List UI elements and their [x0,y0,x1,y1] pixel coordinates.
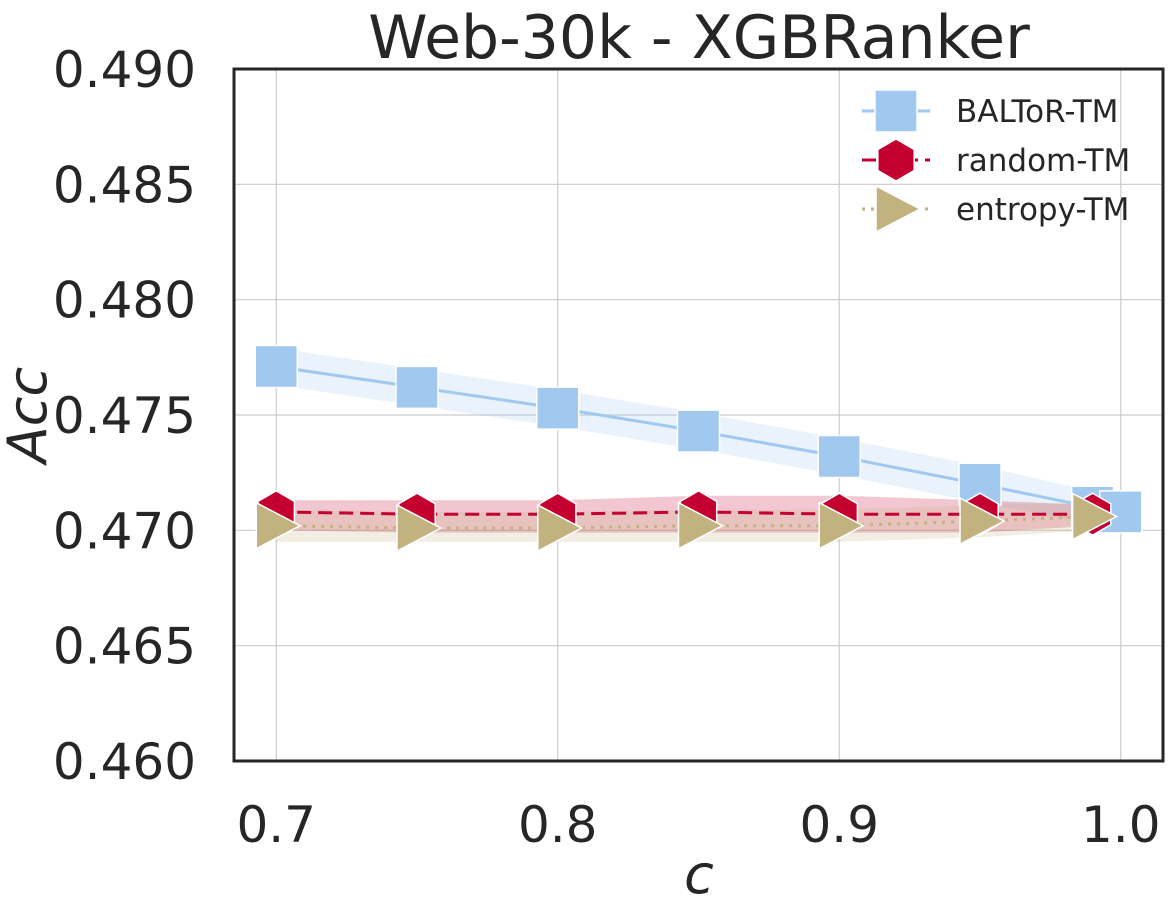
baltor-tm-point [254,344,298,389]
y-axis-label: Acc [0,367,59,466]
plot-frame [232,67,1165,763]
series-markers [254,344,1143,553]
legend: BALToR-TM random-TM entropy-TM [862,89,1130,234]
y-tick-label: 0.465 [53,618,196,676]
x-tick-labels: 0.7 0.8 0.9 1.0 [236,796,1160,854]
legend-marker [877,138,915,182]
y-tick-label: 0.460 [53,733,196,791]
x-tick-label: 1.0 [1081,796,1161,854]
entropy-tm-point [536,503,584,553]
legend-item-baltor-tm: BALToR-TM [862,89,1118,133]
entropy-tm-point [396,503,443,553]
y-tick-label: 0.480 [53,272,196,330]
entropy-tm-point [255,501,302,550]
baltor-tm-point [817,434,862,479]
baltor-tm-point [395,365,439,410]
chart-title: Web-30k - XGBRanker [368,3,1030,73]
legend-marker [874,89,918,133]
baltor-tm-point [676,409,721,453]
y-tick-label: 0.470 [53,502,196,560]
y-tick-label: 0.490 [53,41,196,99]
entropy-tm-point [818,501,865,550]
y-tick-label: 0.475 [53,387,196,445]
entropy-tm-point [1071,492,1119,541]
legend-label: entropy-TM [956,192,1129,228]
baltor-tm-point [958,462,1002,506]
x-tick-label: 0.9 [799,796,879,854]
x-axis-label: c [684,843,714,906]
y-tick-labels: 0.460 0.465 0.470 0.475 0.480 0.485 0.490 [53,41,196,791]
legend-item-random-tm: random-TM [862,138,1130,182]
baltor-tm-point [535,386,580,430]
legend-label: BALToR-TM [956,94,1118,130]
x-tick-label: 0.8 [518,796,598,854]
legend-label: random-TM [956,143,1130,179]
legend-marker [875,184,922,234]
legend-item-entropy-tm: entropy-TM [862,184,1129,234]
entropy-tm-point [959,496,1006,546]
x-tick-label: 0.7 [236,796,316,854]
y-tick-label: 0.485 [53,156,196,214]
entropy-tm-point [677,501,725,550]
